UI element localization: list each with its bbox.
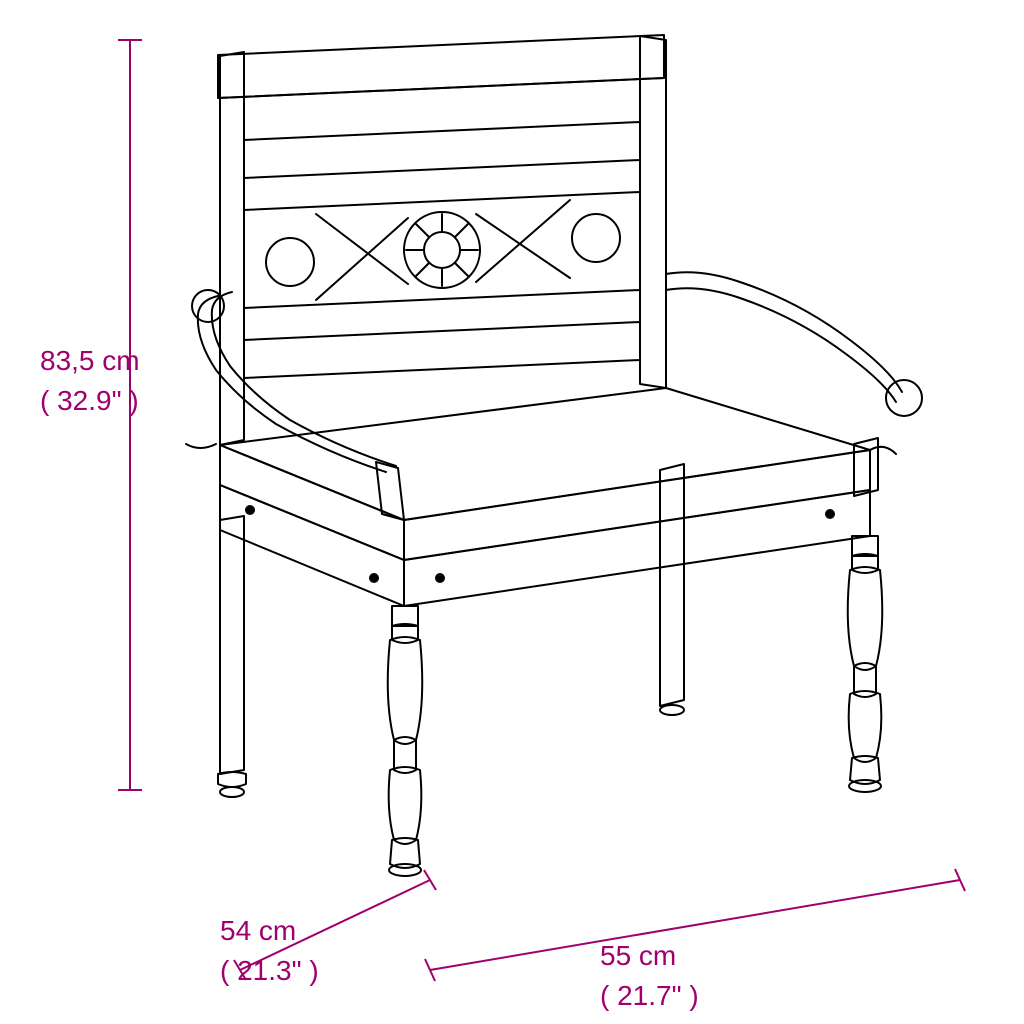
depth-metric-label: 54 cm (220, 915, 296, 946)
height-metric-label: 83,5 cm (40, 345, 140, 376)
dimension-height: 83,5 cm ( 32.9" ) (40, 40, 142, 790)
width-imperial-label: ( 21.7" ) (600, 980, 699, 1011)
chair-illustration (186, 35, 922, 876)
depth-imperial-label: ( 21.3" ) (220, 955, 319, 986)
height-imperial-label: ( 32.9" ) (40, 385, 139, 416)
width-metric-label: 55 cm (600, 940, 676, 971)
dimension-width: 55 cm ( 21.7" ) (425, 869, 965, 1011)
dimension-depth: 54 cm ( 21.3" ) (220, 870, 436, 986)
